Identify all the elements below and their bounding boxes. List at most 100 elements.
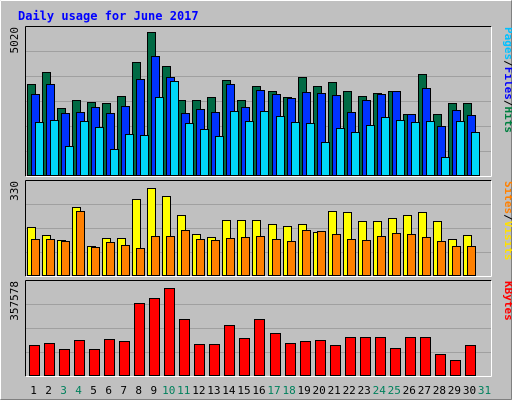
bar-pages-11	[185, 123, 194, 176]
bar-kbytes-12	[194, 344, 205, 376]
bar-pages-27	[426, 121, 435, 176]
bar-pages-16	[260, 111, 269, 176]
bar-sites-16	[256, 236, 265, 276]
x-tick-label: 23	[358, 384, 371, 397]
bar-pages-13	[215, 136, 224, 176]
x-tick-label: 13	[207, 384, 220, 397]
x-tick-label: 3	[60, 384, 67, 397]
bar-sites-17	[272, 239, 281, 276]
bar-pages-23	[366, 125, 375, 176]
x-tick-label: 8	[135, 384, 142, 397]
x-tick-label: 14	[222, 384, 236, 397]
bar-sites-20	[317, 231, 326, 276]
bar-kbytes-1	[29, 345, 40, 376]
bar-sites-7	[121, 245, 130, 276]
legend-entry: Visits	[502, 221, 512, 261]
bar-sites-4	[76, 211, 85, 276]
bar-sites-3	[61, 241, 70, 276]
legend-entry: KBytes	[502, 281, 512, 321]
x-tick-label: 1	[30, 384, 37, 397]
bar-pages-15	[245, 121, 254, 176]
bar-kbytes-20	[315, 340, 326, 376]
chart-title: Daily usage for June 2017	[18, 9, 199, 23]
bar-sites-1	[31, 239, 40, 276]
x-tick-label: 6	[105, 384, 112, 397]
x-tick-label: 16	[252, 384, 265, 397]
bar-sites-25	[392, 233, 401, 276]
x-tick-label: 20	[312, 384, 325, 397]
x-axis-tick-labels: 1 2 3 4 5 6 7 8 9 10 11 12 13 14 15 16 17 18 19 20 21 22 23 24 2…	[30, 384, 491, 397]
panel-top-legend: Pages/Files/Hits	[502, 27, 512, 133]
bar-sites-9	[151, 236, 160, 276]
bar-pages-10	[170, 81, 179, 176]
bar-kbytes-5	[89, 349, 100, 376]
bar-kbytes-23	[360, 337, 371, 376]
bar-sites-27	[422, 237, 431, 276]
bar-pages-22	[351, 132, 360, 176]
x-tick-label: 19	[297, 384, 310, 397]
bar-kbytes-29	[450, 360, 461, 376]
bar-sites-5	[91, 247, 100, 276]
x-tick-label: 28	[433, 384, 446, 397]
bar-sites-22	[347, 239, 356, 276]
x-tick-label: 7	[120, 384, 127, 397]
x-tick-label: 17	[267, 384, 280, 397]
bar-pages-9	[155, 97, 164, 176]
bar-kbytes-17	[270, 333, 281, 376]
x-tick-label: 21	[328, 384, 341, 397]
bar-kbytes-6	[104, 339, 115, 376]
bar-sites-24	[377, 236, 386, 276]
bar-sites-30	[467, 246, 476, 276]
legend-entry: Pages	[502, 27, 512, 60]
panel-middle: 330 Sites/Visits	[8, 180, 512, 277]
bar-pages-14	[230, 111, 239, 176]
bar-sites-15	[241, 237, 250, 276]
legend-entry: Sites	[502, 181, 512, 214]
bar-kbytes-7	[119, 341, 130, 376]
bar-sites-23	[362, 240, 371, 276]
bar-sites-28	[437, 241, 446, 276]
x-tick-label: 12	[192, 384, 205, 397]
panel-top-ymax-label: 5020	[8, 27, 21, 54]
bar-sites-6	[106, 242, 115, 276]
panel-bottom: 357578 KBytes	[8, 280, 512, 377]
bar-pages-19	[306, 123, 315, 176]
legend-entry: /	[502, 214, 512, 221]
panel-middle-ymax-label: 330	[8, 181, 21, 201]
bar-kbytes-19	[300, 341, 311, 376]
bar-kbytes-10	[164, 288, 175, 376]
bar-sites-18	[287, 241, 296, 276]
bar-pages-17	[276, 116, 285, 176]
bar-kbytes-4	[74, 340, 85, 376]
bar-pages-4	[80, 121, 89, 176]
bar-kbytes-18	[285, 343, 296, 376]
bar-pages-24	[381, 117, 390, 176]
bar-kbytes-28	[435, 354, 446, 376]
x-tick-label: 26	[403, 384, 416, 397]
x-tick-label: 9	[150, 384, 157, 397]
legend-entry: Files	[502, 67, 512, 100]
bar-pages-2	[50, 120, 59, 176]
panel-bottom-ymax-label: 357578	[8, 281, 21, 321]
bar-kbytes-30	[465, 345, 476, 376]
bar-kbytes-11	[179, 319, 190, 376]
x-tick-label: 4	[75, 384, 82, 397]
bar-kbytes-3	[59, 349, 70, 376]
panel-top: 5020 Pages/Files/Hits	[8, 26, 512, 177]
x-tick-label: 24	[373, 384, 387, 397]
bar-kbytes-27	[420, 337, 431, 376]
bar-sites-14	[226, 238, 235, 276]
bar-pages-30	[471, 132, 480, 176]
bar-sites-12	[196, 239, 205, 276]
bar-kbytes-16	[254, 319, 265, 376]
bar-pages-25	[396, 120, 405, 176]
x-tick-label: 27	[418, 384, 431, 397]
bar-pages-21	[336, 128, 345, 176]
bar-kbytes-22	[345, 337, 356, 376]
bar-kbytes-25	[390, 348, 401, 376]
bar-pages-12	[200, 129, 209, 176]
legend-entry: /	[502, 60, 512, 67]
bar-kbytes-2	[44, 343, 55, 376]
x-tick-label: 5	[90, 384, 97, 397]
x-tick-label: 30	[463, 384, 476, 397]
